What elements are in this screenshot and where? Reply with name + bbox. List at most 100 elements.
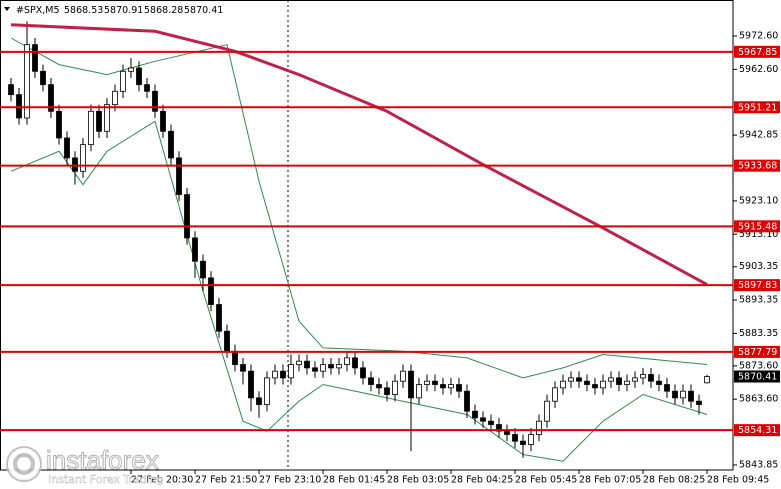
candle-body — [424, 380, 430, 385]
level-label: 5897.83 — [738, 280, 777, 291]
candle-body — [512, 434, 518, 442]
candle-body — [312, 367, 318, 372]
candle-body — [576, 377, 582, 382]
y-tick-label: 5913.10 — [739, 229, 778, 240]
x-tick-label: 27 Feb 20:30 — [131, 475, 193, 486]
x-tick-label: 27 Feb 21:50 — [195, 475, 257, 486]
level-label-box — [734, 159, 780, 172]
moving-average — [10, 23, 708, 286]
candle-body — [352, 357, 358, 369]
candle-body — [584, 380, 590, 385]
candle-body — [64, 137, 70, 159]
candle-body — [440, 384, 446, 389]
candle-body — [432, 380, 438, 385]
level-label: 5877.79 — [738, 347, 777, 358]
level-label-box — [734, 101, 780, 114]
candle-body — [608, 377, 614, 382]
candle-body — [344, 357, 350, 365]
candle-body — [296, 360, 302, 365]
candle-body — [672, 390, 678, 399]
level-label-box — [734, 45, 780, 58]
level-label-box — [734, 424, 780, 437]
y-tick-label: 5942.85 — [739, 130, 778, 141]
candle-body — [464, 390, 470, 412]
level-label: 5915.48 — [738, 221, 777, 232]
candle-body — [544, 400, 550, 422]
x-tick-label: 28 Feb 04:25 — [451, 475, 513, 486]
candle-body — [200, 260, 206, 279]
x-tick-label: 27 Feb 23:10 — [259, 475, 321, 486]
candle-body — [376, 384, 382, 389]
candle-body — [184, 194, 190, 239]
candle-body — [656, 380, 662, 385]
header-text: #SPX,M5 5868.53 5870.91 5868.28 5870.41 — [16, 5, 223, 16]
band-upper — [10, 37, 708, 379]
y-tick-label: 5843.85 — [739, 460, 778, 471]
candle-body — [336, 364, 342, 369]
candle-body — [144, 84, 150, 92]
candle-body — [208, 277, 214, 305]
candle-body — [504, 430, 510, 435]
level-label: 5933.68 — [738, 161, 777, 172]
candle-body — [8, 84, 14, 96]
candle-body — [272, 370, 278, 379]
header: #SPX,M5 5868.53 5870.91 5868.28 5870.41 — [4, 5, 223, 16]
candle-body — [256, 397, 262, 405]
candle-body — [288, 364, 294, 379]
high-value: 5870.91 — [104, 5, 143, 16]
candle-body — [704, 376, 710, 384]
candle-body — [688, 390, 694, 402]
candle-body — [536, 420, 542, 435]
band-lower — [10, 120, 708, 462]
candle-body — [328, 364, 334, 369]
candle-body — [264, 377, 270, 405]
candle-body — [72, 157, 78, 172]
candle-body — [400, 370, 406, 382]
y-tick-label: 5893.35 — [739, 295, 778, 306]
close-value: 5870.41 — [184, 5, 223, 16]
candle-body — [616, 377, 622, 385]
y-tick-label: 5883.35 — [739, 328, 778, 339]
candle-body — [80, 144, 86, 172]
open-value: 5868.53 — [64, 5, 103, 16]
logo-icon — [6, 446, 42, 482]
candle-body — [240, 364, 246, 372]
candle-body — [152, 90, 158, 112]
price-label-box — [734, 370, 780, 383]
candle-body — [528, 434, 534, 445]
low-value: 5868.28 — [144, 5, 183, 16]
candle-body — [384, 387, 390, 395]
candle-body — [136, 67, 142, 86]
x-tick-label: 28 Feb 03:05 — [387, 475, 449, 486]
candle-body — [696, 400, 702, 405]
candle-body — [624, 380, 630, 385]
watermark: instaforex Instant Forex Trading — [6, 444, 164, 486]
candle-body — [368, 377, 374, 385]
candle-body — [48, 84, 54, 112]
level-label-box — [734, 220, 780, 233]
candle-body — [248, 370, 254, 399]
symbol: #SPX,M5 — [16, 5, 60, 16]
candle-body — [416, 384, 422, 399]
candle-body — [32, 44, 38, 72]
level-label-box — [734, 279, 780, 292]
candle-body — [680, 390, 686, 399]
candle-body — [448, 384, 454, 389]
candle-body — [160, 110, 166, 132]
level-label: 5967.85 — [738, 47, 777, 58]
candle-body — [232, 350, 238, 365]
candle-body — [472, 410, 478, 419]
candle-body — [360, 367, 366, 379]
candle-body — [192, 237, 198, 262]
candle-body — [104, 104, 110, 132]
candle-body — [664, 384, 670, 392]
candle-body — [216, 304, 222, 332]
candle-body — [176, 157, 182, 195]
candle-body — [552, 387, 558, 402]
candle-body — [408, 370, 414, 399]
candle-body — [632, 377, 638, 382]
candle-body — [480, 417, 486, 422]
level-label: 5951.21 — [738, 102, 777, 113]
candle-body — [96, 110, 102, 132]
